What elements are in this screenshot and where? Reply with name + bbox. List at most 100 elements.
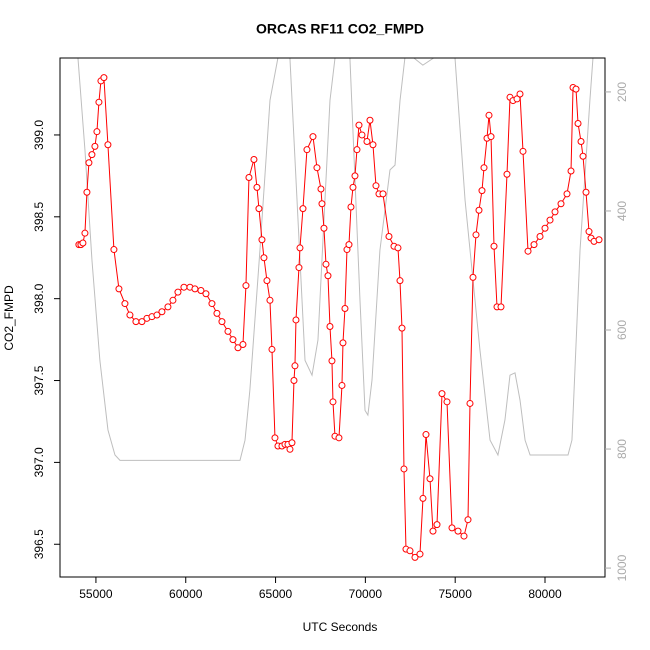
data-point — [567, 167, 575, 175]
chart-title: ORCAS RF11 CO2_FMPD — [256, 21, 424, 37]
data-point — [411, 553, 419, 561]
data-point — [338, 381, 346, 389]
y-tick-label: 397.0 — [32, 447, 46, 477]
data-point — [258, 236, 266, 244]
data-point — [250, 156, 258, 164]
data-point — [519, 147, 527, 155]
data-point — [448, 524, 456, 532]
data-point — [197, 286, 205, 294]
data-point — [218, 318, 226, 326]
data-point — [443, 398, 451, 406]
data-point — [126, 311, 134, 319]
x-axis-label: UTC Seconds — [303, 620, 378, 634]
y-tick-label: 398.5 — [32, 201, 46, 231]
data-point — [132, 318, 140, 326]
data-point — [320, 224, 328, 232]
data-point — [438, 390, 446, 398]
data-point — [329, 398, 337, 406]
data-point — [379, 190, 387, 198]
data-point — [253, 183, 261, 191]
data-point — [433, 521, 441, 529]
data-point — [351, 172, 359, 180]
data-point — [480, 164, 488, 172]
data-point — [202, 290, 210, 298]
data-point — [115, 285, 123, 293]
data-point — [213, 309, 221, 317]
y-tick-label: 399.0 — [32, 120, 46, 150]
data-point — [110, 246, 118, 254]
x-tick-label: 65000 — [259, 587, 293, 601]
data-point — [530, 241, 538, 249]
data-point — [174, 288, 182, 296]
data-point — [464, 516, 472, 524]
data-point — [516, 90, 524, 98]
data-point — [81, 229, 89, 237]
data-point — [460, 532, 468, 540]
y2-tick-label: 1000 — [615, 554, 629, 581]
data-point — [318, 200, 326, 208]
data-point — [286, 445, 294, 453]
data-point — [574, 119, 582, 127]
data-point — [372, 182, 380, 190]
x-tick-label: 55000 — [79, 587, 113, 601]
data-point — [169, 296, 177, 304]
data-point — [303, 146, 311, 154]
data-point — [164, 303, 172, 311]
data-point — [95, 98, 103, 106]
data-point — [299, 205, 307, 213]
data-point — [242, 282, 250, 290]
x-tick-label: 70000 — [349, 587, 383, 601]
data-point — [347, 203, 355, 211]
data-point — [353, 146, 361, 154]
data-point — [121, 300, 129, 308]
data-point — [557, 200, 565, 208]
data-point — [546, 216, 554, 224]
data-point — [394, 244, 402, 252]
data-point — [466, 399, 474, 407]
data-point — [536, 232, 544, 240]
data-point — [454, 527, 462, 535]
data-point — [79, 239, 87, 247]
data-point — [104, 141, 112, 149]
data-point — [585, 228, 593, 236]
data-point — [513, 95, 521, 103]
data-point — [472, 231, 480, 239]
data-point — [339, 339, 347, 347]
data-point — [396, 277, 404, 285]
data-point — [551, 208, 559, 216]
data-point — [324, 272, 332, 280]
data-point — [295, 264, 303, 272]
data-point — [406, 547, 414, 555]
data-point — [288, 439, 296, 447]
data-point — [234, 344, 242, 352]
data-point — [322, 260, 330, 268]
x-tick-label: 80000 — [528, 587, 562, 601]
data-point — [369, 141, 377, 149]
data-point — [335, 434, 343, 442]
data-point — [309, 133, 317, 141]
data-point — [419, 494, 427, 502]
data-point — [326, 323, 334, 331]
data-point — [416, 550, 424, 558]
data-point — [313, 164, 321, 172]
data-point — [345, 241, 353, 249]
data-point — [363, 137, 371, 145]
data-point — [328, 357, 336, 365]
data-point — [497, 303, 505, 311]
data-point — [260, 254, 268, 262]
data-point — [582, 188, 590, 196]
data-point — [524, 247, 532, 255]
data-point — [88, 151, 96, 159]
data-point — [349, 183, 357, 191]
y-tick-label: 397.5 — [32, 365, 46, 395]
y2-tick-label: 600 — [615, 320, 629, 340]
data-point — [239, 341, 247, 349]
data-point — [577, 137, 585, 145]
data-point — [355, 121, 363, 129]
data-point — [290, 377, 298, 385]
data-point — [485, 111, 493, 119]
data-point — [271, 434, 279, 442]
data-point — [263, 277, 271, 285]
